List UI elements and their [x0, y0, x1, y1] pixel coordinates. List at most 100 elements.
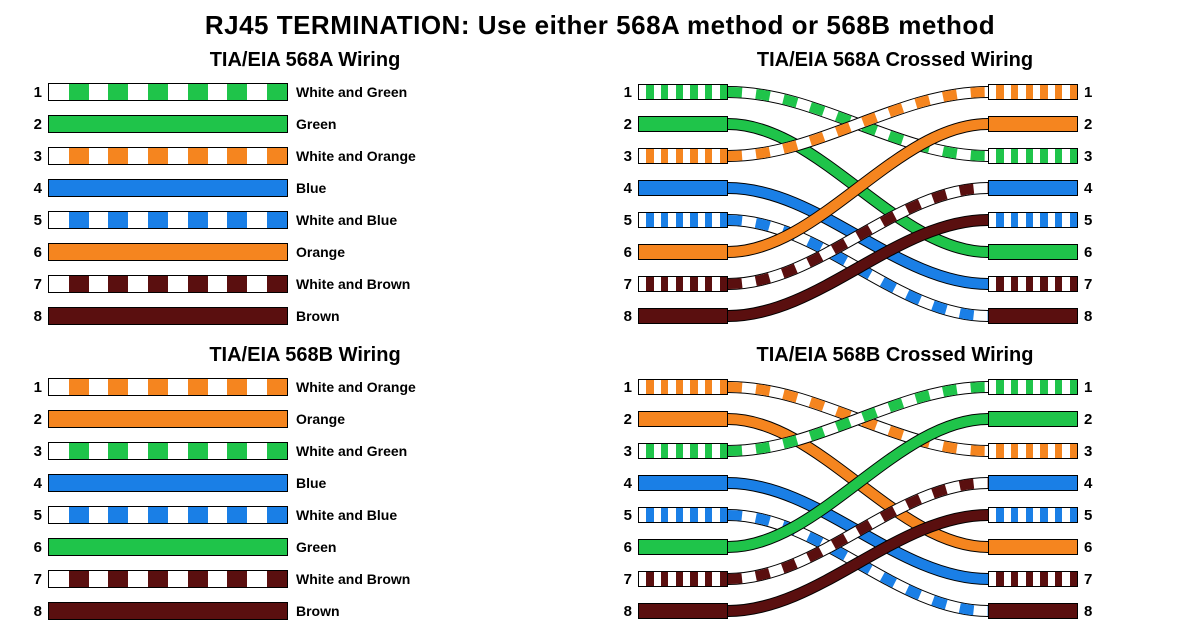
- wire-label: White and Blue: [288, 212, 397, 228]
- wire-bar: [48, 506, 288, 524]
- wire-row: 1 White and Green: [30, 78, 580, 106]
- pin-number: 4: [620, 475, 638, 492]
- pin-number: 1: [30, 379, 48, 396]
- wire-bar: [988, 276, 1078, 292]
- block-title: TIA/EIA 568A Wiring: [30, 49, 580, 72]
- pin-number: 1: [30, 84, 48, 101]
- wire-label: Green: [288, 116, 336, 132]
- wire-row: 4Blue: [30, 174, 580, 202]
- wire-bar: [48, 602, 288, 620]
- wire-bar: [48, 243, 288, 261]
- wire-row: 8Brown: [30, 302, 580, 330]
- wire-bar: [638, 308, 728, 324]
- wire-bar: [638, 116, 728, 132]
- pin-number: 5: [620, 507, 638, 524]
- wire-bar: [48, 83, 288, 101]
- wire-bar: [988, 603, 1078, 619]
- wire-row: 6Green: [30, 533, 580, 561]
- wire-row: 8Brown: [30, 597, 580, 625]
- wire-bar: [638, 475, 728, 491]
- wire-row: 5 White and Blue: [30, 501, 580, 529]
- pin-number: 7: [1078, 571, 1096, 588]
- pin-number: 4: [1078, 475, 1096, 492]
- block-title: TIA/EIA 568A Crossed Wiring: [620, 49, 1170, 72]
- wire-label: White and Green: [288, 443, 407, 459]
- wire-row: 7White and Brown: [30, 565, 580, 593]
- wire-bar: [638, 443, 728, 459]
- wire-label: Orange: [288, 411, 345, 427]
- wire-label: White and Orange: [288, 148, 416, 164]
- wire-bar: [638, 212, 728, 228]
- wire-bar: [988, 475, 1078, 491]
- pin-number: 8: [1078, 603, 1096, 620]
- pin-number: 4: [1078, 180, 1096, 197]
- wire-bar: [48, 179, 288, 197]
- wire-bar: [48, 275, 288, 293]
- cross-svg: [728, 373, 988, 629]
- pin-number: 3: [620, 443, 638, 460]
- wire-bar: [988, 411, 1078, 427]
- pin-number: 8: [1078, 308, 1096, 325]
- wire-bar: [638, 180, 728, 196]
- pin-number: 5: [30, 212, 48, 229]
- pin-number: 5: [1078, 507, 1096, 524]
- pin-number: 8: [620, 603, 638, 620]
- pin-number: 7: [620, 571, 638, 588]
- wire-label: White and Blue: [288, 507, 397, 523]
- wire-bar: [988, 507, 1078, 523]
- pin-number: 2: [620, 411, 638, 428]
- pin-number: 5: [30, 507, 48, 524]
- wire-bar: [48, 378, 288, 396]
- pin-number: 6: [30, 244, 48, 261]
- pin-number: 6: [620, 244, 638, 261]
- wire-bar: [988, 379, 1078, 395]
- wiring-block: TIA/EIA 568A Wiring 1 White and Green 2 Gree…: [30, 49, 580, 334]
- wire-bar: [638, 244, 728, 260]
- wire-label: White and Green: [288, 84, 407, 100]
- pin-number: 7: [620, 276, 638, 293]
- pin-number: 4: [30, 475, 48, 492]
- pin-number: 2: [30, 411, 48, 428]
- wire-label: White and Brown: [288, 276, 410, 292]
- block-title: TIA/EIA 568B Wiring: [30, 344, 580, 367]
- wire-bar: [48, 474, 288, 492]
- wire-bar: [638, 603, 728, 619]
- wire-row: 5 White and Blue: [30, 206, 580, 234]
- wire-bar: [48, 410, 288, 428]
- pin-number: 1: [620, 379, 638, 396]
- pin-number: 7: [1078, 276, 1096, 293]
- wire-bar: [48, 115, 288, 133]
- wire-bar: [988, 212, 1078, 228]
- wire-bar: [988, 148, 1078, 164]
- wire-bar: [988, 180, 1078, 196]
- pin-number: 1: [1078, 379, 1096, 396]
- wire-bar: [988, 308, 1078, 324]
- wire-label: Orange: [288, 244, 345, 260]
- pin-number: 6: [30, 539, 48, 556]
- pin-number: 3: [620, 148, 638, 165]
- pin-number: 6: [1078, 244, 1096, 261]
- pin-number: 1: [1078, 84, 1096, 101]
- pin-number: 4: [620, 180, 638, 197]
- wire-bar: [48, 442, 288, 460]
- pin-number: 3: [30, 148, 48, 165]
- wire-row: 3White and Green: [30, 437, 580, 465]
- pin-number: 2: [30, 116, 48, 133]
- wire-bar: [48, 538, 288, 556]
- wire-bar: [988, 571, 1078, 587]
- page-title: RJ45 TERMINATION: Use either 568A method…: [30, 10, 1170, 41]
- wire-bar: [638, 539, 728, 555]
- wire-bar: [988, 443, 1078, 459]
- wire-row: 2 Green: [30, 110, 580, 138]
- wire-bar: [48, 307, 288, 325]
- cross-svg: [728, 78, 988, 334]
- pin-number: 8: [30, 603, 48, 620]
- wire-label: Blue: [288, 475, 326, 491]
- wire-bar: [638, 507, 728, 523]
- wire-row: 6 Orange: [30, 238, 580, 266]
- block-title: TIA/EIA 568B Crossed Wiring: [620, 344, 1170, 367]
- cross-wiring-block: TIA/EIA 568A Crossed Wiring1234567812345…: [620, 49, 1170, 334]
- wire-bar: [988, 84, 1078, 100]
- wire-bar: [638, 148, 728, 164]
- wire-row: 1White and Orange: [30, 373, 580, 401]
